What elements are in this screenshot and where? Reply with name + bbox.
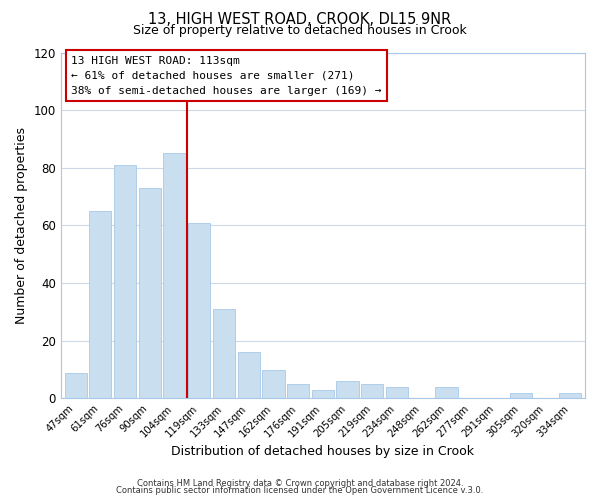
X-axis label: Distribution of detached houses by size in Crook: Distribution of detached houses by size … bbox=[172, 444, 475, 458]
Text: Contains HM Land Registry data © Crown copyright and database right 2024.: Contains HM Land Registry data © Crown c… bbox=[137, 478, 463, 488]
Y-axis label: Number of detached properties: Number of detached properties bbox=[15, 127, 28, 324]
Bar bbox=[386, 387, 408, 398]
Bar bbox=[559, 392, 581, 398]
Text: Size of property relative to detached houses in Crook: Size of property relative to detached ho… bbox=[133, 24, 467, 37]
Bar bbox=[436, 387, 458, 398]
Text: Contains public sector information licensed under the Open Government Licence v.: Contains public sector information licen… bbox=[116, 486, 484, 495]
Bar bbox=[262, 370, 284, 398]
Bar bbox=[509, 392, 532, 398]
Bar bbox=[287, 384, 309, 398]
Text: 13 HIGH WEST ROAD: 113sqm
← 61% of detached houses are smaller (271)
38% of semi: 13 HIGH WEST ROAD: 113sqm ← 61% of detac… bbox=[71, 56, 382, 96]
Bar bbox=[163, 154, 185, 398]
Bar bbox=[337, 381, 359, 398]
Text: 13, HIGH WEST ROAD, CROOK, DL15 9NR: 13, HIGH WEST ROAD, CROOK, DL15 9NR bbox=[148, 12, 452, 28]
Bar bbox=[238, 352, 260, 399]
Bar bbox=[65, 372, 87, 398]
Bar bbox=[188, 222, 211, 398]
Bar bbox=[361, 384, 383, 398]
Bar bbox=[89, 211, 112, 398]
Bar bbox=[139, 188, 161, 398]
Bar bbox=[312, 390, 334, 398]
Bar bbox=[213, 309, 235, 398]
Bar bbox=[114, 165, 136, 398]
